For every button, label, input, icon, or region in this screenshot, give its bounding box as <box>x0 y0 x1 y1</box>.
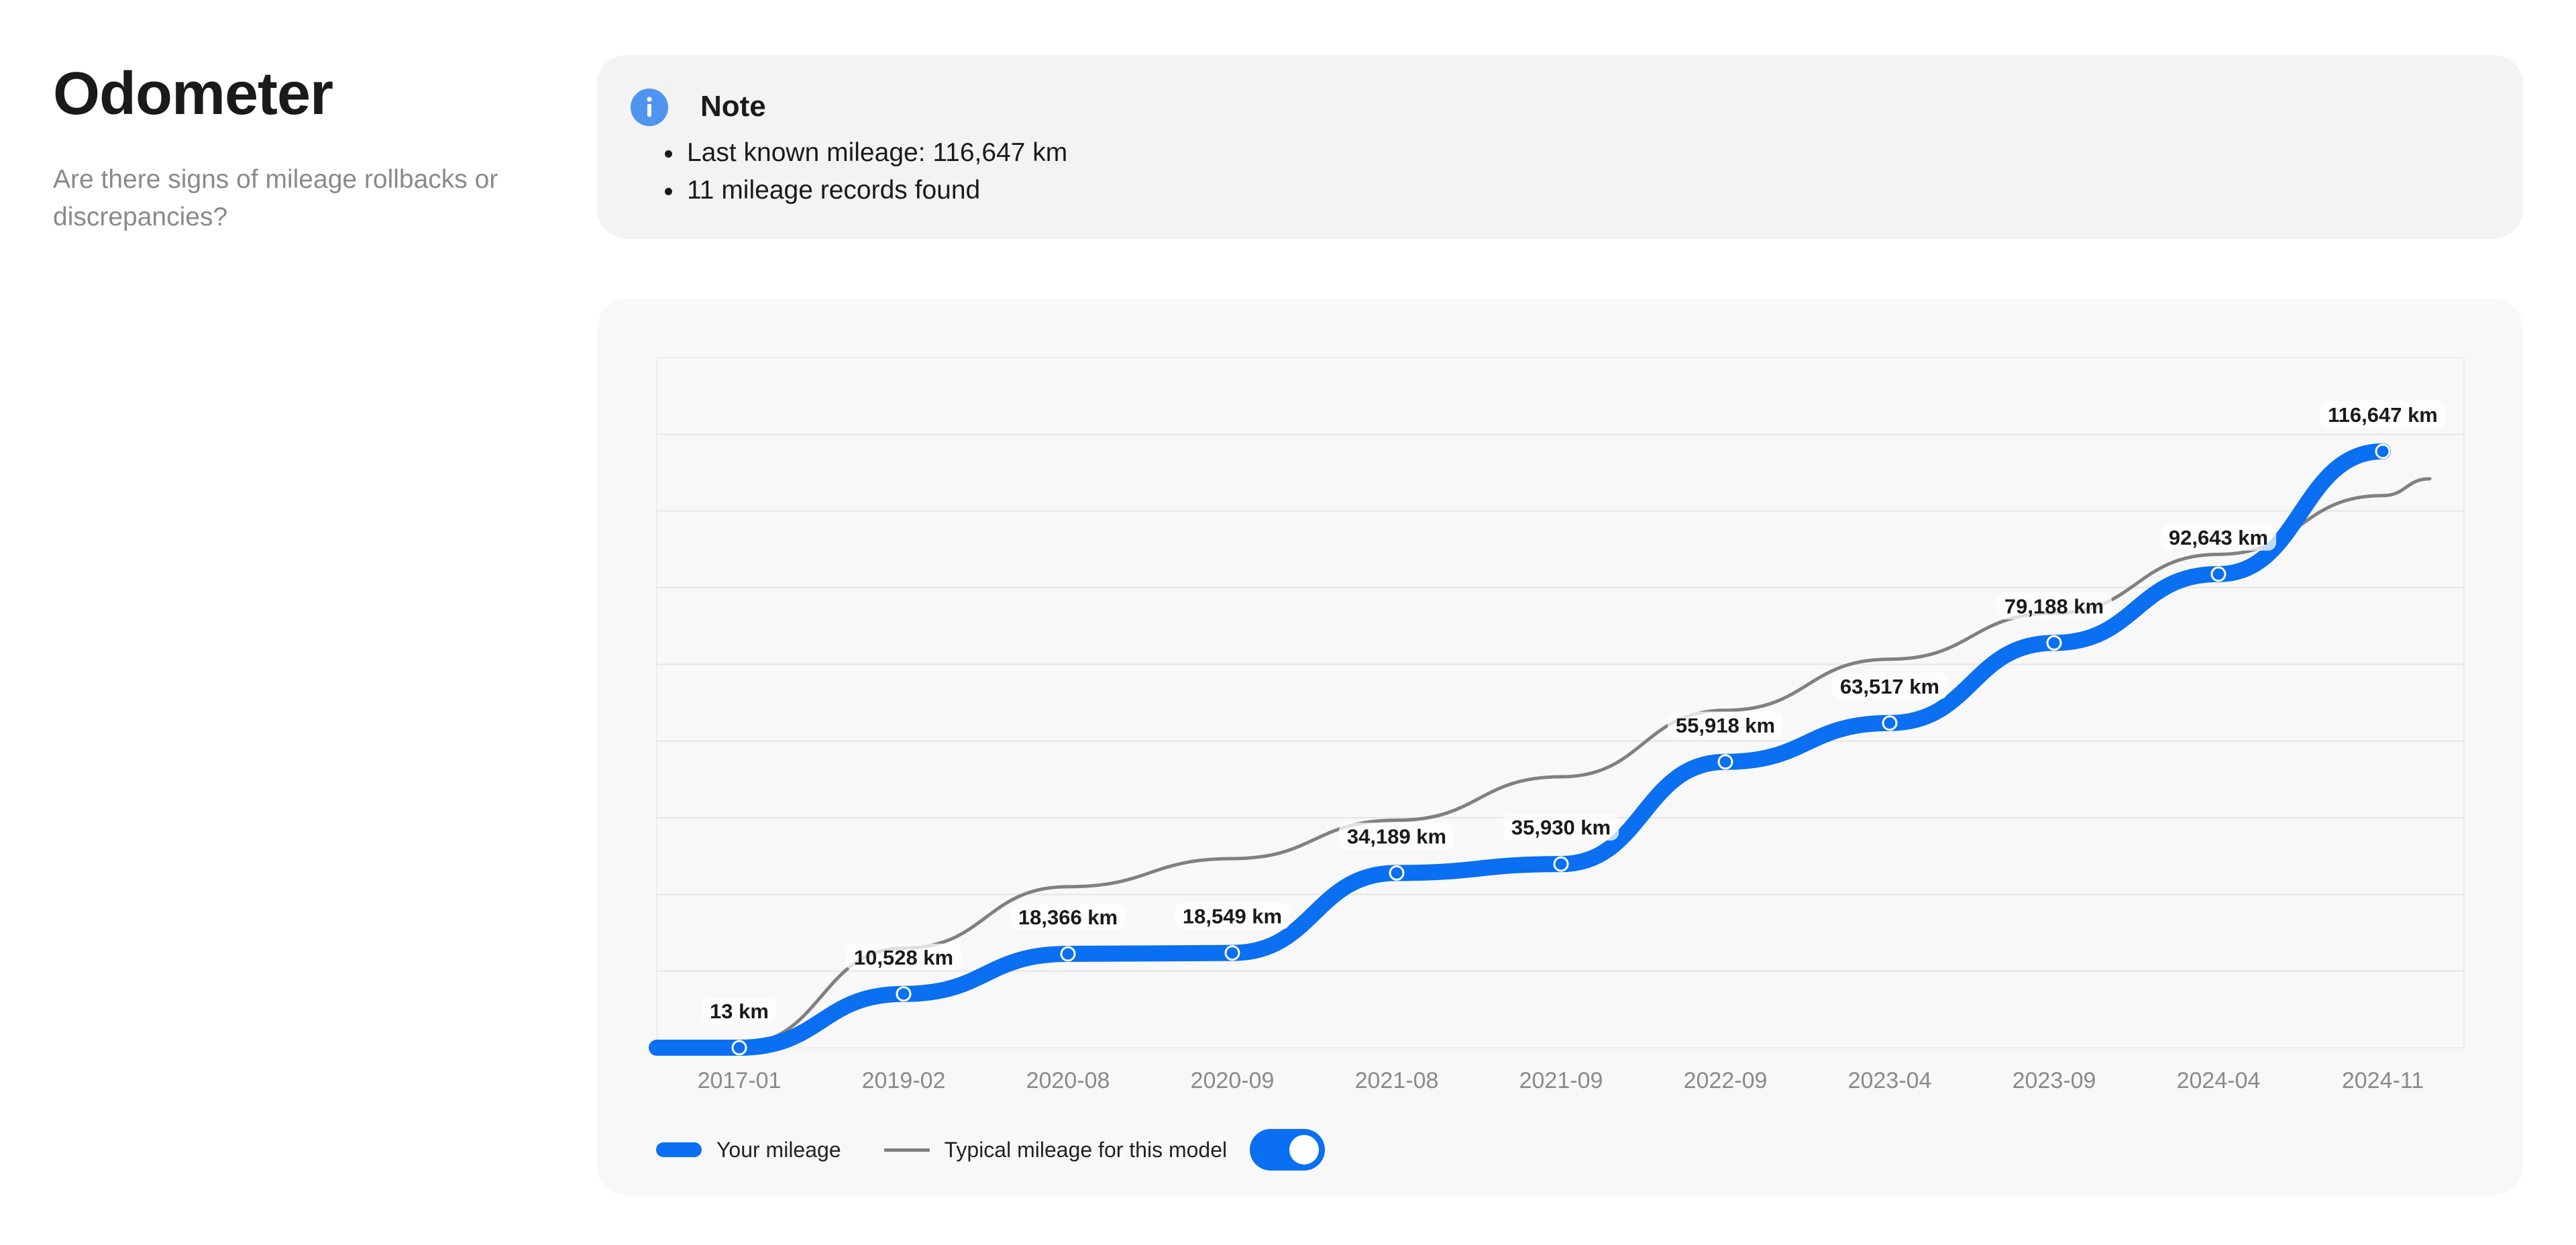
data-label: 18,549 km <box>1183 905 1282 928</box>
data-point <box>896 986 912 1002</box>
toggle-knob <box>1289 1135 1320 1165</box>
data-point <box>2046 635 2062 651</box>
data-label-bg <box>1831 672 1948 700</box>
legend-label-typical: Typical mileage for this model <box>944 1137 1228 1162</box>
data-label: 34,189 km <box>1347 824 1446 848</box>
mileage-chart: 13 km 10,528 km 18,366 km 18,549 km 34,189 k… <box>649 357 2465 1093</box>
series-line-typical <box>737 477 2432 1046</box>
series-line-your-mileage <box>649 443 2391 1056</box>
data-label-bg <box>702 997 777 1024</box>
typical-mileage-toggle[interactable] <box>1250 1129 1326 1171</box>
data-point <box>1717 754 1733 770</box>
note-item: Last known mileage: 116,647 km <box>684 134 1067 172</box>
info-icon <box>631 89 668 126</box>
x-tick-label: 2023-09 <box>2012 1068 2096 1093</box>
data-label-bg <box>1996 592 2112 620</box>
x-tick-label: 2021-08 <box>1355 1068 1439 1093</box>
data-label: 10,528 km <box>854 946 953 969</box>
note-card: Note Last known mileage: 116,647 km 11 m… <box>597 55 2523 239</box>
x-tick-label: 2022-09 <box>1684 1068 1768 1093</box>
note-list: Last known mileage: 116,647 km 11 mileag… <box>653 134 1067 209</box>
x-tick-label: 2024-11 <box>2342 1068 2424 1093</box>
plot-area <box>656 357 2465 1048</box>
data-label-bg <box>1338 822 1455 850</box>
data-label-bg <box>1503 814 1619 841</box>
data-label-bg <box>1667 711 1784 739</box>
x-tick-label: 2024-04 <box>2177 1068 2261 1093</box>
x-tick-label: 2023-04 <box>1848 1068 1932 1093</box>
x-tick-label: 2019-02 <box>862 1068 946 1093</box>
data-label: 116,647 km <box>2328 403 2438 427</box>
data-label: 55,918 km <box>1676 714 1775 737</box>
chart-card: 13 km 10,528 km 18,366 km 18,549 km 34,189 k… <box>597 299 2523 1195</box>
legend-label-your-mileage: Your mileage <box>716 1137 841 1162</box>
data-label: 79,188 km <box>2004 594 2104 618</box>
data-label: 18,366 km <box>1018 906 1118 929</box>
data-label-bg <box>1010 904 1126 931</box>
data-label: 63,517 km <box>1840 675 1939 698</box>
data-point <box>1389 865 1405 881</box>
x-tick-label: 2020-09 <box>1191 1068 1275 1093</box>
data-label: 35,930 km <box>1511 816 1611 839</box>
data-label-bg <box>2320 400 2446 428</box>
legend-swatch-your-mileage <box>656 1142 702 1157</box>
data-label-bg <box>2160 523 2277 551</box>
data-label-bg <box>1174 902 1291 930</box>
data-label: 92,643 km <box>2169 526 2268 549</box>
legend-your-mileage: Your mileage <box>656 1138 841 1162</box>
page-title: Odometer <box>53 60 333 127</box>
chart-legend: Your mileage Typical mileage for this mo… <box>656 1126 1326 1173</box>
data-point <box>1553 856 1569 872</box>
data-point <box>2375 443 2391 459</box>
note-item: 11 mileage records found <box>684 172 1067 209</box>
data-point <box>2210 566 2226 582</box>
data-point <box>1224 945 1240 961</box>
legend-typical: Typical mileage for this model <box>883 1137 1228 1162</box>
note-title: Note <box>700 90 766 123</box>
legend-swatch-typical <box>883 1148 930 1152</box>
header-section: Odometer Are there signs of mileage roll… <box>53 54 536 236</box>
x-tick-label: 2020-08 <box>1026 1068 1110 1093</box>
data-point <box>731 1040 747 1056</box>
x-tick-label: 2017-01 <box>698 1068 782 1093</box>
data-point <box>1882 715 1898 731</box>
page-subtitle: Are there signs of mileage rollbacks or … <box>53 165 498 231</box>
data-label-bg <box>845 943 962 971</box>
data-label: 13 km <box>710 999 769 1023</box>
x-tick-label: 2021-09 <box>1519 1068 1603 1093</box>
data-point <box>1060 946 1076 962</box>
